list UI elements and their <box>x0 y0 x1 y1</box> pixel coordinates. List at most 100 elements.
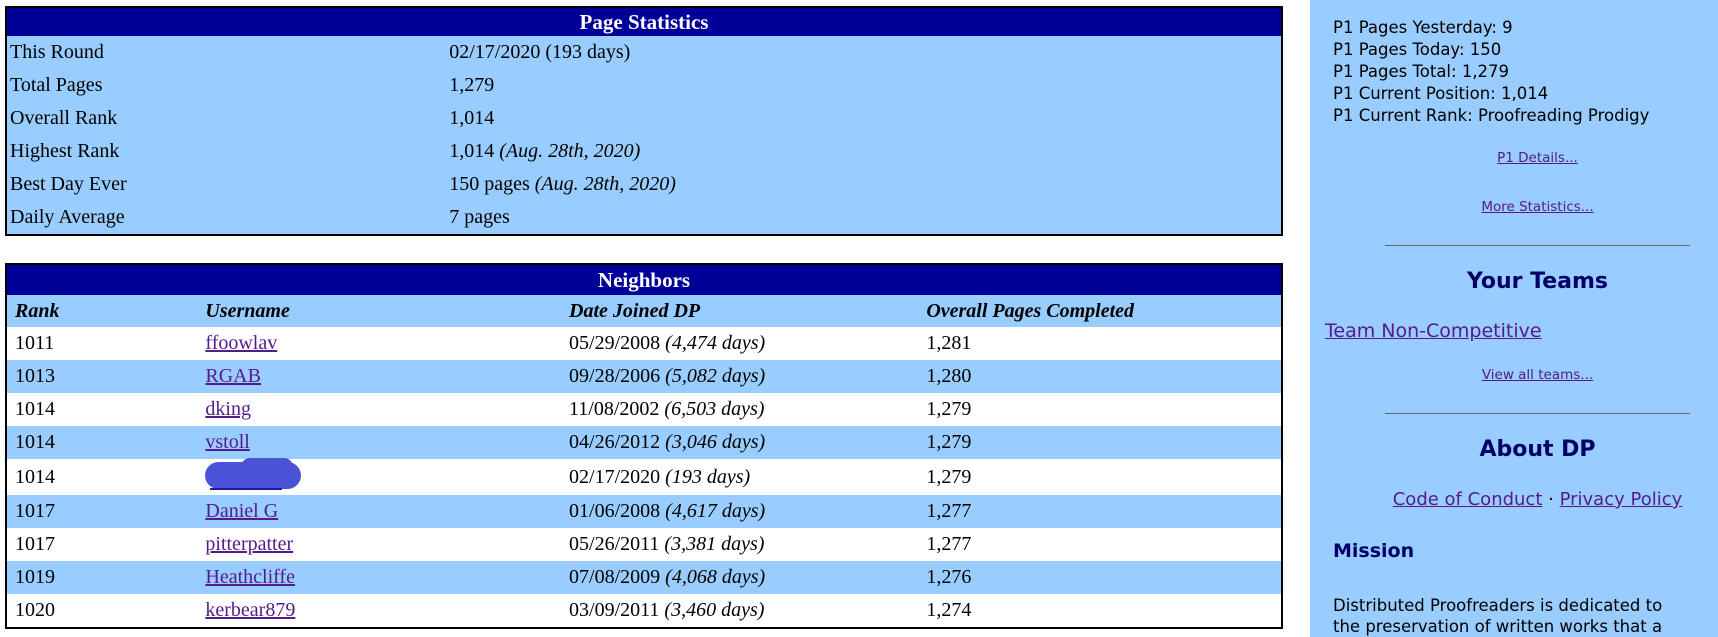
neighbor-row: 1019 Heathcliffe 07/08/2009 (4,068 days)… <box>6 561 1282 594</box>
p1-pages-total: P1 Pages Total: 1,279 <box>1333 62 1510 81</box>
column-header-username: Username <box>197 295 562 327</box>
neighbor-username-link[interactable]: RGAB <box>205 365 261 387</box>
neighbor-rank: 1020 <box>6 594 198 628</box>
stat-label: This Round <box>6 36 447 69</box>
neighbor-row: 1014 dking 11/08/2002 (6,503 days) 1,279 <box>6 393 1282 426</box>
link-separator: · <box>1548 489 1554 510</box>
column-header-date-joined: Date Joined DP <box>561 295 919 327</box>
p1-current-position: P1 Current Position: 1,014 <box>1333 84 1549 103</box>
neighbor-row: 1013 RGAB 09/28/2006 (5,082 days) 1,280 <box>6 360 1282 393</box>
neighbor-username: kerbear879 <box>197 594 562 628</box>
neighbor-date-joined: 05/26/2011 (3,381 days) <box>561 528 919 561</box>
p1-details-link[interactable]: P1 Details... <box>1497 150 1578 166</box>
neighbor-rank: 1011 <box>6 327 198 360</box>
team-non-competitive-link[interactable]: Team Non-Competitive <box>1325 320 1542 342</box>
view-all-teams-link[interactable]: View all teams... <box>1481 367 1594 383</box>
stat-value: 1,014 <box>446 102 1282 135</box>
mission-line-1: Distributed Proofreaders is dedicated to <box>1333 596 1663 615</box>
neighbor-date-joined: 11/08/2002 (6,503 days) <box>561 393 919 426</box>
page-statistics-title: Page Statistics <box>6 7 1282 36</box>
neighbor-row: 1014 02/17/2020 (193 days) 1,279 <box>6 458 1282 495</box>
neighbor-pages-completed: 1,276 <box>918 561 1282 594</box>
stat-value: 02/17/2020 (193 days) <box>446 36 1282 69</box>
page-statistics-row: This Round 02/17/2020 (193 days) <box>6 36 1282 69</box>
sidebar-divider-1 <box>1385 245 1690 246</box>
stat-value: 7 pages <box>446 201 1282 235</box>
column-header-pages-completed: Overall Pages Completed <box>918 295 1282 327</box>
neighbors-title: Neighbors <box>6 264 1282 295</box>
neighbor-rank: 1019 <box>6 561 198 594</box>
p1-current-rank: P1 Current Rank: Proofreading Prodigy <box>1333 106 1650 125</box>
p1-pages-today: P1 Pages Today: 150 <box>1333 40 1502 59</box>
mission-heading: Mission <box>1333 540 1415 562</box>
your-teams-heading: Your Teams <box>1466 269 1609 294</box>
neighbor-pages-completed: 1,281 <box>918 327 1282 360</box>
privacy-policy-link[interactable]: Privacy Policy <box>1559 489 1683 510</box>
p1-pages-yesterday: P1 Pages Yesterday: 9 <box>1333 18 1513 37</box>
stat-value: 150 pages (Aug. 28th, 2020) <box>446 168 1282 201</box>
neighbor-username: dking <box>197 393 562 426</box>
neighbors-header-row: Rank Username Date Joined DP Overall Pag… <box>6 295 1282 327</box>
neighbor-row: 1017 pitterpatter 05/26/2011 (3,381 days… <box>6 528 1282 561</box>
page-statistics-row: Total Pages 1,279 <box>6 69 1282 102</box>
neighbor-rank: 1014 <box>6 426 198 459</box>
mission-paragraph: Distributed Proofreaders is dedicated to… <box>1310 595 1718 637</box>
neighbor-date-joined: 07/08/2009 (4,068 days) <box>561 561 919 594</box>
neighbor-pages-completed: 1,279 <box>918 459 1282 495</box>
neighbor-username: ffoowlav <box>197 327 562 360</box>
sidebar: P1 Pages Yesterday: 9 P1 Pages Today: 15… <box>1310 0 1718 637</box>
stat-label: Best Day Ever <box>6 168 447 201</box>
neighbors-table: Neighbors Rank Username Date Joined DP O… <box>5 263 1283 629</box>
stat-value: 1,279 <box>446 69 1282 102</box>
neighbor-pages-completed: 1,280 <box>918 360 1282 393</box>
neighbor-pages-completed: 1,277 <box>918 495 1282 528</box>
neighbor-username-link[interactable]: dking <box>205 398 251 420</box>
p1-stats-block: P1 Pages Yesterday: 9 P1 Pages Today: 15… <box>1310 0 1718 127</box>
neighbor-username-link[interactable]: Heathcliffe <box>205 566 295 588</box>
neighbor-username-link[interactable]: ffoowlav <box>205 332 278 354</box>
neighbor-rank: 1017 <box>6 528 198 561</box>
neighbor-username: RGAB <box>197 360 562 393</box>
page-statistics-row: Overall Rank 1,014 <box>6 102 1282 135</box>
neighbor-pages-completed: 1,277 <box>918 528 1282 561</box>
neighbor-pages-completed: 1,279 <box>918 393 1282 426</box>
neighbor-username: vstoll <box>197 426 562 459</box>
stat-label: Overall Rank <box>6 102 447 135</box>
neighbor-pages-completed: 1,279 <box>918 426 1282 459</box>
neighbor-username-link[interactable]: vstoll <box>205 431 250 453</box>
page-statistics-row: Best Day Ever 150 pages (Aug. 28th, 2020… <box>6 168 1282 201</box>
neighbor-rank: 1013 <box>6 360 198 393</box>
neighbor-rank: 1014 <box>6 393 198 426</box>
neighbor-row: 1011 ffoowlav 05/29/2008 (4,474 days) 1,… <box>6 327 1282 360</box>
neighbor-date-joined: 05/29/2008 (4,474 days) <box>561 327 919 360</box>
neighbor-rank: 1017 <box>6 495 198 528</box>
neighbor-username <box>197 458 562 495</box>
more-statistics-link[interactable]: More Statistics... <box>1481 199 1594 215</box>
code-of-conduct-link[interactable]: Code of Conduct <box>1392 489 1543 510</box>
neighbor-date-joined: 01/06/2008 (4,617 days) <box>561 495 919 528</box>
neighbor-row: 1017 Daniel G 01/06/2008 (4,617 days) 1,… <box>6 495 1282 528</box>
main-content: Page Statistics This Round 02/17/2020 (1… <box>5 6 1283 629</box>
neighbor-username-link[interactable]: kerbear879 <box>205 599 296 621</box>
stat-label: Total Pages <box>6 69 447 102</box>
about-dp-heading: About DP <box>1479 437 1596 462</box>
neighbor-rank: 1014 <box>6 459 198 495</box>
stat-value: 1,014 (Aug. 28th, 2020) <box>446 135 1282 168</box>
page-statistics-row: Highest Rank 1,014 (Aug. 28th, 2020) <box>6 135 1282 168</box>
mission-line-2: the preservation of written works that a <box>1333 617 1663 636</box>
neighbor-pages-completed: 1,274 <box>918 594 1282 628</box>
redacted-username-scribble <box>205 458 302 490</box>
page-statistics-row: Daily Average 7 pages <box>6 201 1282 235</box>
neighbor-username: Daniel G <box>197 495 562 528</box>
neighbor-date-joined: 04/26/2012 (3,046 days) <box>561 426 919 459</box>
neighbor-username-link[interactable]: Daniel G <box>205 500 279 522</box>
neighbor-username-link[interactable]: pitterpatter <box>205 533 294 555</box>
neighbor-username: Heathcliffe <box>197 561 562 594</box>
page-statistics-table: Page Statistics This Round 02/17/2020 (1… <box>5 6 1283 236</box>
stat-label: Highest Rank <box>6 135 447 168</box>
neighbor-date-joined: 09/28/2006 (5,082 days) <box>561 360 919 393</box>
column-header-rank: Rank <box>6 295 198 327</box>
sidebar-divider-2 <box>1385 413 1690 414</box>
neighbor-row: 1020 kerbear879 03/09/2011 (3,460 days) … <box>6 594 1282 628</box>
